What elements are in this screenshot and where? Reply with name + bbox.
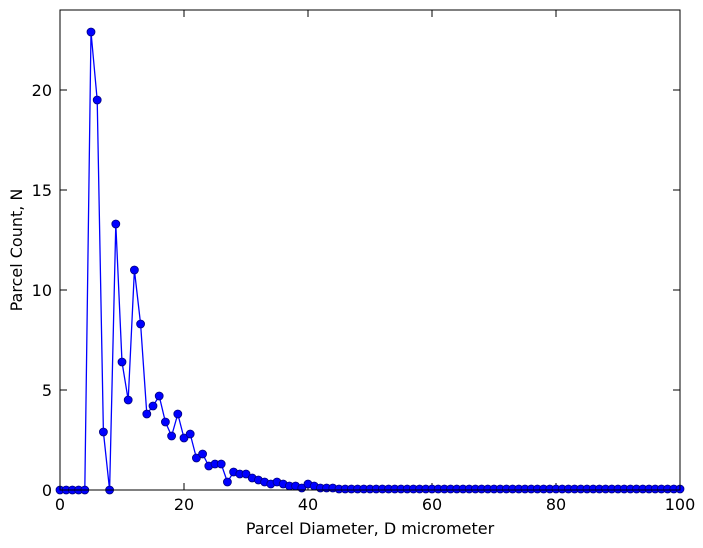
data-point (191, 453, 201, 463)
y-tick-label: 0 (42, 481, 52, 500)
data-point (117, 357, 127, 367)
x-tick-label: 60 (422, 495, 442, 514)
data-point (216, 459, 226, 469)
data-point (198, 449, 208, 459)
data-point (142, 409, 152, 419)
data-point (222, 477, 232, 487)
data-point (167, 431, 177, 441)
x-tick-label: 80 (546, 495, 566, 514)
data-point (99, 427, 108, 437)
y-tick-label: 5 (42, 381, 52, 400)
x-tick-label: 20 (174, 495, 194, 514)
data-point (241, 469, 251, 479)
data-point (179, 433, 189, 443)
data-point (185, 429, 195, 439)
data-point (148, 401, 158, 411)
data-point (160, 417, 170, 427)
series-points (55, 27, 685, 495)
data-point (154, 391, 164, 401)
x-tick-label: 40 (298, 495, 318, 514)
plot-frame (59, 9, 681, 491)
data-point (86, 27, 96, 37)
y-tick-label: 15 (32, 181, 52, 200)
data-point (92, 95, 102, 105)
tick-labels: 0 20 40 60 80 100 0 5 10 15 20 (32, 81, 696, 514)
x-tick-label: 0 (55, 495, 65, 514)
data-point (111, 219, 121, 229)
data-point (123, 395, 133, 405)
y-tick-label: 20 (32, 81, 52, 100)
y-axis-label: Parcel Count, N (7, 189, 26, 312)
data-point (173, 409, 183, 419)
x-tick-label: 100 (665, 495, 696, 514)
y-tick-label: 10 (32, 281, 52, 300)
data-point (136, 319, 146, 329)
x-axis-label: Parcel Diameter, D micrometer (246, 519, 495, 538)
data-point (129, 265, 139, 275)
plot-area (60, 10, 680, 490)
